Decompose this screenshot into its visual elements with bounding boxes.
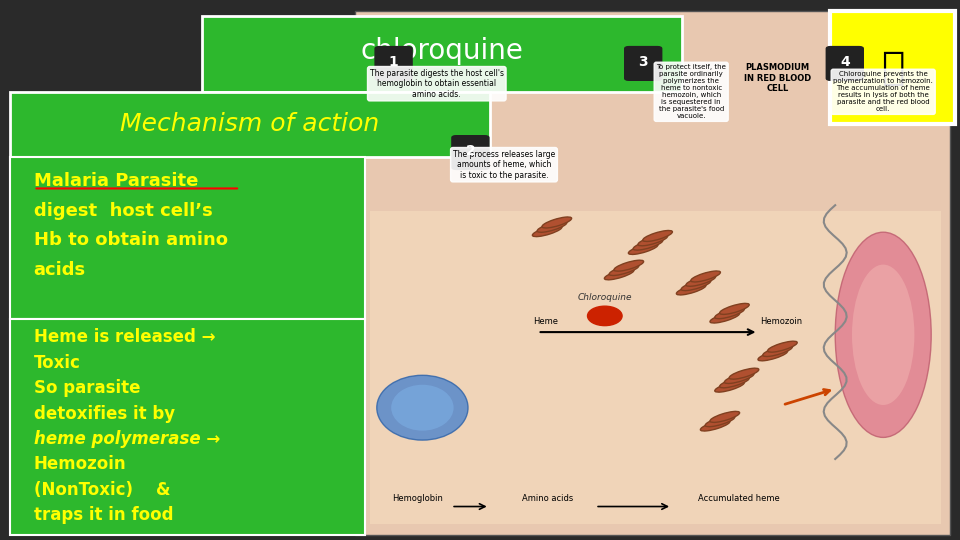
FancyBboxPatch shape (830, 11, 955, 124)
Text: Amino acids: Amino acids (521, 494, 573, 503)
Text: acids: acids (34, 261, 85, 279)
Ellipse shape (538, 221, 566, 232)
Ellipse shape (715, 308, 744, 319)
Bar (355, 11, 950, 535)
Text: The parasite digests the host cell's
hemoglobin to obtain essential
amino acids.: The parasite digests the host cell's hem… (370, 69, 504, 99)
Ellipse shape (533, 226, 562, 237)
Text: (NonToxic)    &: (NonToxic) & (34, 481, 170, 499)
Ellipse shape (542, 217, 571, 228)
Ellipse shape (852, 265, 915, 405)
Text: Heme is released →: Heme is released → (34, 328, 215, 347)
Text: detoxifies it by: detoxifies it by (34, 404, 175, 423)
Ellipse shape (643, 231, 672, 241)
Text: Hb to obtain amino: Hb to obtain amino (34, 231, 228, 249)
Text: Mechanism of action: Mechanism of action (120, 112, 379, 136)
Ellipse shape (763, 346, 792, 356)
FancyBboxPatch shape (10, 157, 365, 319)
Ellipse shape (634, 239, 662, 250)
Text: traps it in food: traps it in food (34, 506, 173, 524)
Ellipse shape (677, 284, 706, 295)
Text: PLASMODIUM
IN RED BLOOD
CELL: PLASMODIUM IN RED BLOOD CELL (744, 63, 811, 93)
Ellipse shape (392, 384, 453, 431)
FancyBboxPatch shape (624, 46, 662, 81)
Ellipse shape (710, 312, 739, 323)
Ellipse shape (701, 420, 730, 431)
Text: 🦟: 🦟 (881, 49, 904, 86)
Ellipse shape (610, 265, 638, 275)
Ellipse shape (691, 271, 720, 282)
Text: To protect itself, the
parasite ordinarily
polymerizes the
heme to nontoxic
hemo: To protect itself, the parasite ordinari… (657, 64, 726, 119)
Ellipse shape (682, 280, 710, 291)
Text: 4: 4 (840, 55, 850, 69)
Ellipse shape (710, 411, 739, 422)
Text: Hemoglobin: Hemoglobin (393, 494, 443, 503)
Text: Toxic: Toxic (34, 354, 81, 372)
Text: chloroquine: chloroquine (360, 37, 523, 65)
FancyBboxPatch shape (451, 135, 490, 170)
Ellipse shape (835, 232, 931, 437)
Ellipse shape (715, 381, 744, 392)
Ellipse shape (614, 260, 643, 271)
Bar (370, 211, 941, 524)
FancyBboxPatch shape (374, 46, 413, 81)
Ellipse shape (725, 373, 754, 383)
Ellipse shape (629, 244, 658, 254)
Text: Hemozoin: Hemozoin (34, 455, 126, 474)
Ellipse shape (605, 269, 634, 280)
Text: digest  host cell’s: digest host cell’s (34, 201, 212, 220)
FancyBboxPatch shape (202, 16, 682, 92)
Ellipse shape (768, 341, 797, 352)
Text: Accumulated heme: Accumulated heme (698, 494, 780, 503)
Text: 2: 2 (466, 144, 475, 158)
Circle shape (588, 306, 622, 326)
FancyBboxPatch shape (826, 46, 864, 81)
Text: Chloroquine: Chloroquine (578, 293, 632, 301)
Text: 3: 3 (638, 55, 648, 69)
Ellipse shape (706, 416, 734, 427)
Text: Chloroquine prevents the
polymerization to hemozoin.
The accumulation of heme
re: Chloroquine prevents the polymerization … (833, 71, 933, 112)
Ellipse shape (638, 235, 667, 246)
FancyBboxPatch shape (10, 92, 490, 157)
Text: Heme: Heme (533, 317, 558, 326)
Text: 1: 1 (389, 55, 398, 69)
Ellipse shape (376, 375, 468, 440)
Ellipse shape (720, 377, 749, 388)
Text: The process releases large
amounts of heme, which
is toxic to the parasite.: The process releases large amounts of he… (453, 150, 555, 180)
Text: heme polymerase →: heme polymerase → (34, 430, 220, 448)
Ellipse shape (730, 368, 758, 379)
Ellipse shape (720, 303, 749, 314)
Text: Malaria Parasite: Malaria Parasite (34, 172, 198, 190)
Text: Hemozoin: Hemozoin (760, 317, 803, 326)
Ellipse shape (686, 275, 715, 286)
Text: So parasite: So parasite (34, 379, 140, 397)
FancyBboxPatch shape (10, 319, 365, 535)
Ellipse shape (758, 350, 787, 361)
